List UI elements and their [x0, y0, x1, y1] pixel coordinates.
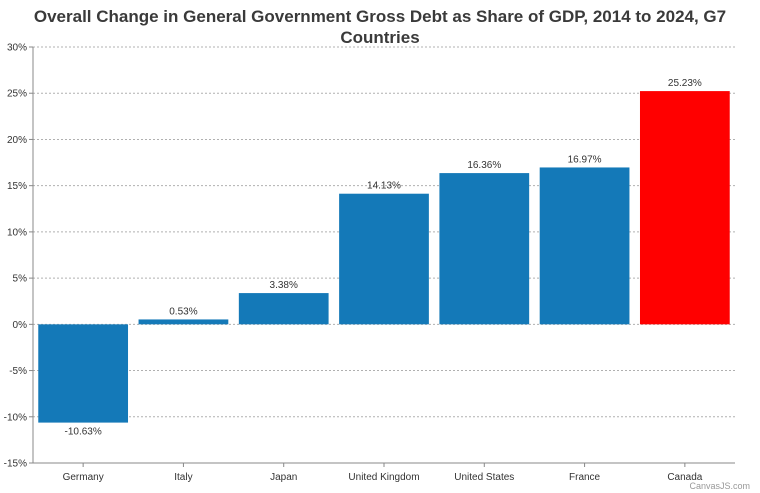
x-tick-label: United Kingdom	[348, 472, 419, 483]
value-labels: -10.63% 0.53% 3.38% 14.13% 16.36% 16.97% 25.23…	[65, 78, 702, 438]
x-tick-label: Japan	[270, 472, 297, 483]
value-label: 14.13%	[367, 181, 401, 192]
x-tick-label: Germany	[63, 472, 104, 483]
y-tick-label: 30%	[7, 43, 27, 54]
value-label: 0.53%	[169, 306, 197, 317]
axes	[32, 47, 735, 464]
bar-canada[interactable]	[639, 91, 730, 325]
value-label: -10.63%	[65, 427, 102, 438]
value-label: 16.36%	[467, 160, 501, 171]
y-tick-label: 5%	[13, 274, 28, 285]
x-tick-label: United States	[454, 472, 514, 483]
x-axis-tick-labels: Germany Italy Japan United Kingdom United St…	[63, 463, 703, 483]
y-tick-label: 25%	[7, 89, 27, 100]
chart-title-line-1: Overall Change in General Government Gro…	[33, 7, 727, 26]
bar-italy[interactable]	[138, 319, 229, 325]
y-tick-label: -15%	[4, 459, 27, 470]
value-label: 3.38%	[270, 280, 298, 291]
x-tick-label: Italy	[174, 472, 192, 483]
bar-united-states[interactable]	[439, 173, 530, 325]
bar-germany[interactable]	[38, 324, 129, 423]
bar-japan[interactable]	[238, 293, 329, 325]
y-tick-label: 15%	[7, 181, 27, 192]
value-label: 16.97%	[568, 154, 602, 165]
bar-france[interactable]	[539, 167, 630, 325]
y-axis-tick-labels: 30% 25% 20% 15% 10% 5% 0% -5% -10% -15%	[4, 43, 33, 470]
x-tick-label: Canada	[667, 472, 702, 483]
chart-title: Overall Change in General Government Gro…	[0, 6, 760, 48]
value-label: 25.23%	[668, 78, 702, 89]
y-tick-label: 20%	[7, 135, 27, 146]
x-tick-label: France	[569, 472, 601, 483]
y-tick-label: 10%	[7, 227, 27, 238]
bars	[38, 91, 730, 423]
y-tick-label: -5%	[9, 366, 27, 377]
y-tick-label: 0%	[13, 320, 28, 331]
chart-title-line-2: Countries	[340, 28, 420, 47]
y-tick-label: -10%	[4, 412, 27, 423]
credit-link[interactable]: CanvasJS.com	[689, 481, 750, 491]
bar-united-kingdom[interactable]	[339, 193, 429, 325]
